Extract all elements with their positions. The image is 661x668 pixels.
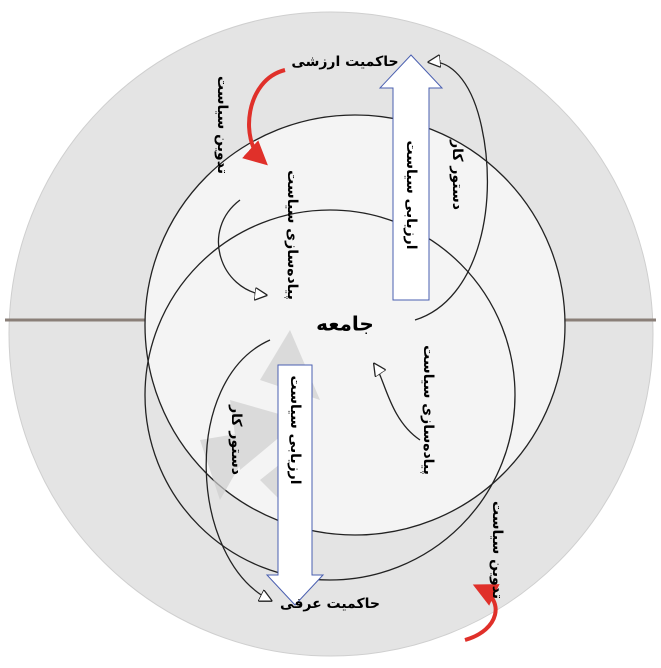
- node-label: پیاده‌سازی سیاست: [420, 345, 436, 475]
- node-label: پیاده‌سازی سیاست: [284, 170, 300, 300]
- red-arrow: [242, 68, 286, 166]
- node-label: ارزیابی سیاست: [403, 140, 419, 249]
- center-label: جامعه: [316, 312, 374, 336]
- arrow-box: [378, 54, 444, 301]
- node-label: ارزیابی سیاست: [287, 375, 303, 484]
- node-label: تدوین سیاست: [214, 76, 230, 174]
- curve-arrow: [205, 339, 270, 600]
- curve-arrow: [375, 365, 421, 441]
- lower-circle: [144, 209, 516, 581]
- curve-arrow: [217, 199, 265, 295]
- node-label: دستور کار: [449, 139, 465, 210]
- red-arrow: [464, 584, 500, 642]
- node-label: تدوین سیاست: [489, 501, 505, 599]
- node-label: دستور کار: [228, 404, 244, 475]
- node-label: حاکمیت ارزشی: [291, 54, 398, 70]
- node-label: حاکمیت عرفی: [280, 596, 380, 612]
- arrow-box: [265, 364, 325, 606]
- curve-arrow: [414, 62, 489, 321]
